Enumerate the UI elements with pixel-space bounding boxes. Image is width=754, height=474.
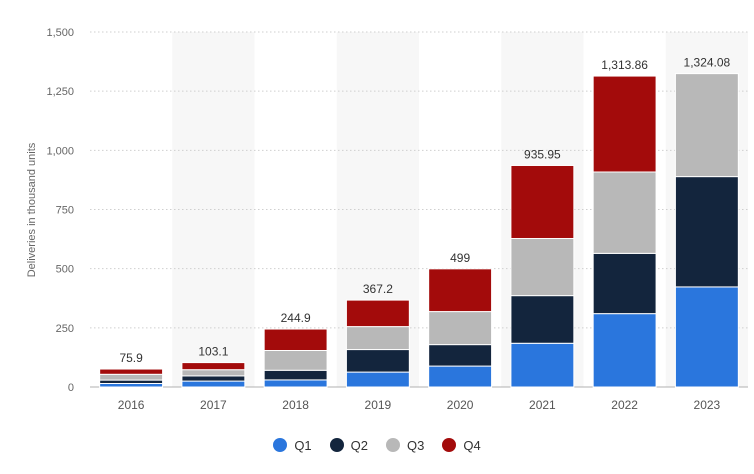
total-label: 103.1 [198,345,228,359]
bar-q1-2021 [510,342,575,388]
bar-q1-2023 [674,286,739,388]
legend-label-q4: Q4 [463,437,481,453]
total-label: 1,324.08 [684,56,731,70]
total-label: 244.9 [281,311,311,325]
bar-q2-2022 [592,252,657,315]
legend-item-q3[interactable]: Q3 [386,438,424,453]
x-tick-label: 2019 [365,398,392,412]
bar-q4-2016 [99,368,164,375]
bar-q2-2016 [99,379,164,384]
x-tick-label: 2020 [447,398,474,412]
y-axis-label: Deliveries in thousand units [26,142,38,277]
bar-q2-2023 [674,176,739,288]
bar-q3-2023 [674,73,739,178]
bar-q1-2016 [99,382,164,388]
y-tick-label: 750 [56,205,74,217]
bar-q4-2020 [428,268,493,313]
total-label: 935.95 [524,147,561,161]
x-tick-label: 2021 [529,398,556,412]
y-tick-label: 0 [68,382,74,394]
bar-q3-2019 [345,326,410,351]
bar-q1-2018 [263,379,328,388]
bar-q1-2019 [345,371,410,388]
x-tick-label: 2016 [118,398,145,412]
legend-label-q3: Q3 [407,437,425,453]
y-axis-ticks: 0 250 500 750 1,000 1,250 1,500 [46,27,74,394]
x-axis-ticks: 2016 2017 2018 2019 2020 2021 2022 2023 [118,398,721,412]
y-tick-label: 1,250 [46,86,74,98]
bar-q3-2022 [592,171,657,254]
bar-q3-2020 [428,311,493,346]
bar-q4-2018 [263,328,328,352]
total-label: 75.9 [119,351,143,365]
x-tick-label: 2023 [694,398,721,412]
bar-q4-2019 [345,299,410,328]
total-label: 367.2 [363,282,393,296]
bar-q2-2017 [181,375,246,382]
bar-q3-2021 [510,238,575,297]
x-tick-label: 2022 [611,398,638,412]
x-tick-label: 2017 [200,398,227,412]
bar-q2-2020 [428,344,493,367]
legend-swatch-q1 [273,438,288,452]
bar-q4-2017 [181,362,246,371]
y-tick-label: 1,500 [46,27,74,39]
legend-label-q2: Q2 [350,437,368,453]
x-tick-label: 2018 [282,398,309,412]
total-labels: 75.9 103.1 244.9 367.2 499 935.95 1,313.86 1,32… [119,56,730,365]
bar-q1-2020 [428,365,493,388]
bar-q1-2022 [592,313,657,388]
bar-q3-2017 [181,369,246,377]
legend-label-q1: Q1 [294,437,312,453]
y-tick-label: 250 [56,323,74,335]
legend-swatch-q2 [329,438,344,452]
bar-q3-2016 [99,373,164,381]
bar-q2-2021 [510,295,575,344]
legend-item-q4[interactable]: Q4 [442,437,481,453]
bar-q2-2018 [263,369,328,381]
y-tick-label: 1,000 [46,145,74,157]
y-tick-label: 500 [56,264,74,276]
total-label: 1,313.86 [601,58,648,72]
bar-q4-2022 [592,75,657,173]
bar-q3-2018 [263,350,328,371]
legend-item-q1[interactable]: Q1 [273,437,312,453]
bars [99,73,739,388]
bar-q2-2019 [345,349,410,373]
column-band [172,32,255,387]
legend-swatch-q3 [386,438,400,452]
legend: Q1 Q2 Q3 Q4 [0,434,754,456]
legend-swatch-q4 [442,438,457,452]
legend-item-q2[interactable]: Q2 [329,437,368,453]
bar-q4-2021 [510,164,575,240]
bar-q1-2017 [181,380,246,388]
total-label: 499 [450,251,470,265]
